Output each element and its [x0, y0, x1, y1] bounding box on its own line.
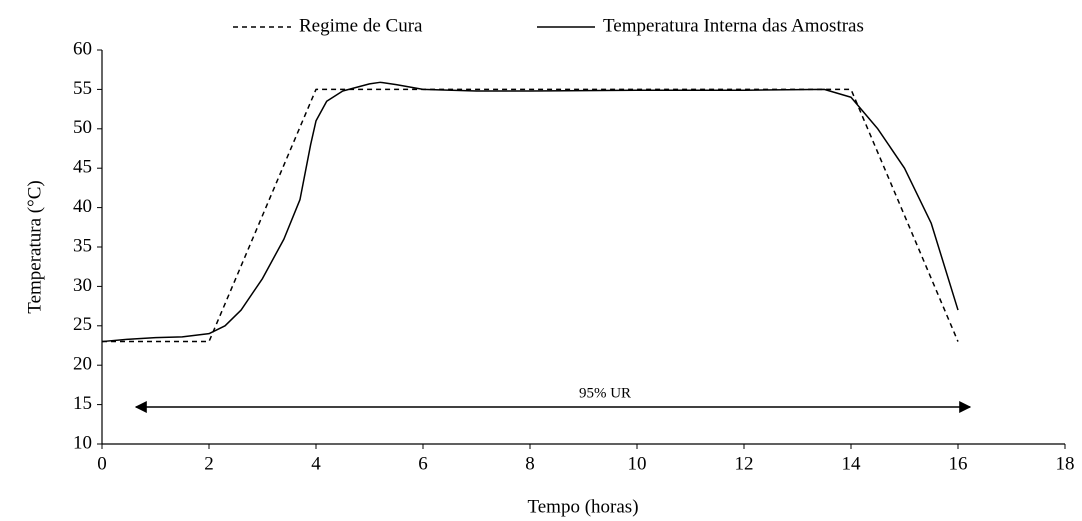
annotation: 95% UR	[579, 385, 631, 401]
x-tick-label: 6	[418, 453, 428, 474]
y-axis-label: Temperatura (°C)	[24, 180, 45, 313]
x-tick-label: 8	[525, 453, 535, 474]
y-tick-label: 55	[73, 78, 92, 99]
series-line	[102, 88, 959, 343]
series-line	[101, 81, 959, 343]
x-tick-label: 18	[1056, 453, 1075, 474]
y-tick-label: 35	[73, 235, 92, 256]
y-tick-label: 10	[73, 432, 92, 453]
y-tick-label: 30	[73, 275, 92, 296]
y-tick-label: 50	[73, 117, 92, 138]
legend-label: Temperatura Interna das Amostras	[603, 15, 864, 36]
x-axis-label: Tempo (horas)	[527, 496, 638, 517]
y-tick-label: 40	[73, 196, 92, 217]
x-tick-label: 16	[949, 453, 968, 474]
x-tick-label: 2	[204, 453, 214, 474]
x-tick-label: 4	[311, 453, 321, 474]
y-tick-label: 25	[73, 314, 92, 335]
y-tick-label: 15	[73, 393, 92, 414]
x-tick-label: 0	[97, 453, 107, 474]
x-tick-label: 14	[842, 453, 862, 474]
x-tick-label: 10	[628, 453, 647, 474]
y-tick-label: 60	[73, 38, 92, 59]
x-tick-label: 12	[735, 453, 754, 474]
y-tick-label: 20	[73, 354, 92, 375]
y-tick-label: 45	[73, 157, 92, 178]
legend-label: Regime de Cura	[299, 15, 423, 36]
